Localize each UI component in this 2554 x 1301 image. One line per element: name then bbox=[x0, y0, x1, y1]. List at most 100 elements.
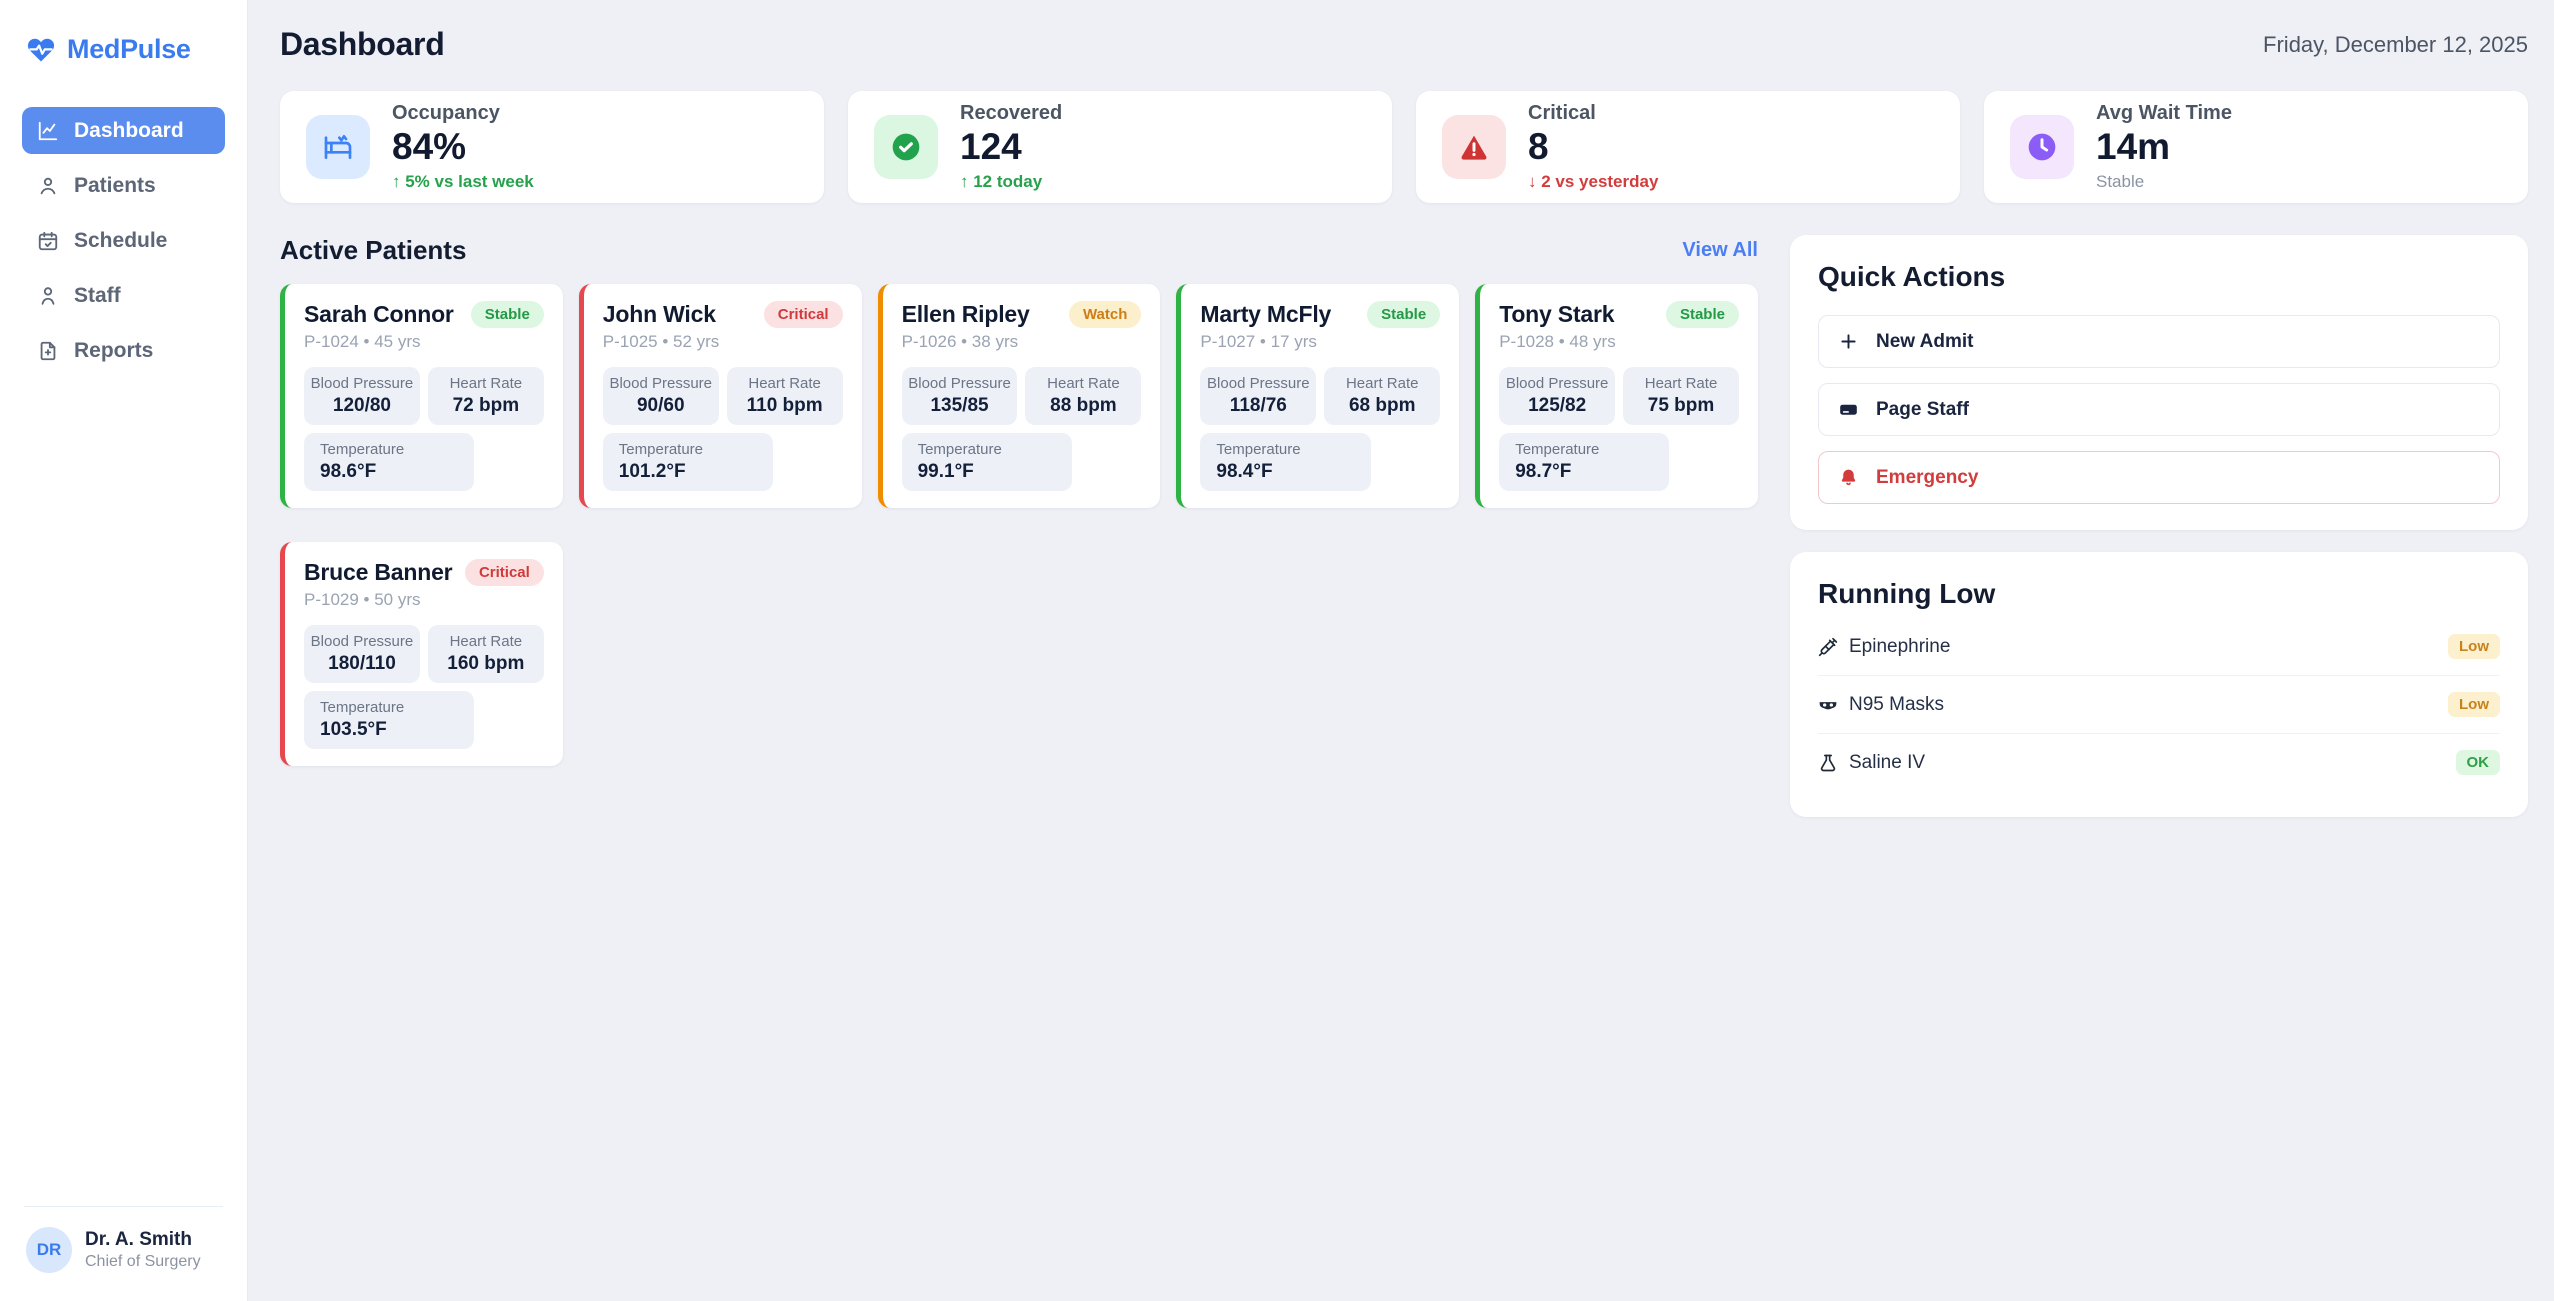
panel-title: Quick Actions bbox=[1818, 261, 2006, 292]
vital-temperature: Temperature 99.1°F bbox=[901, 433, 1072, 491]
patient-card[interactable]: Marty McFly P-1027 • 17 yrs Stable Blood… bbox=[1176, 284, 1460, 508]
patient-grid: Sarah Connor P-1024 • 45 yrs Stable Bloo… bbox=[280, 284, 1758, 766]
stat-delta: ↑ 5% vs last week bbox=[392, 171, 534, 191]
patient-card[interactable]: Tony Stark P-1028 • 48 yrs Stable Blood … bbox=[1475, 284, 1758, 508]
stat-card-recovered: Recovered 124 ↑ 12 today bbox=[848, 91, 1392, 203]
sidebar-item-label: Dashboard bbox=[74, 118, 184, 142]
alert-triangle-icon bbox=[1442, 115, 1506, 179]
pager-icon bbox=[1840, 404, 1857, 415]
vital-heart-rate: Heart Rate 72 bpm bbox=[427, 367, 544, 425]
page-title: Dashboard bbox=[280, 26, 445, 62]
patient-icon bbox=[40, 177, 56, 194]
emergency-button[interactable]: Emergency bbox=[1818, 451, 2500, 504]
stats-row: Occupancy 84% ↑ 5% vs last week Recovere… bbox=[280, 91, 2528, 203]
status-badge: Stable bbox=[1367, 301, 1441, 328]
page-staff-button[interactable]: Page Staff bbox=[1818, 383, 2500, 436]
supply-row: N95 Masks Low bbox=[1818, 675, 2500, 733]
right-column: Quick Actions New Admit bbox=[1790, 235, 2528, 817]
supply-row: Saline IV OK bbox=[1818, 733, 2500, 791]
vital-blood-pressure: Blood Pressure 90/60 bbox=[602, 367, 719, 425]
supply-name: Saline IV bbox=[1849, 751, 1926, 773]
patient-meta: P-1025 • 52 yrs bbox=[602, 332, 720, 351]
panel-title: Running Low bbox=[1818, 578, 1996, 609]
vital-blood-pressure: Blood Pressure 125/82 bbox=[1499, 367, 1616, 425]
vital-temperature: Temperature 98.6°F bbox=[304, 433, 475, 491]
main-content: Dashboard Friday, December 12, 2025 Occu… bbox=[248, 0, 2554, 1301]
patient-meta: P-1029 • 50 yrs bbox=[304, 590, 421, 609]
stat-label: Occupancy bbox=[392, 102, 500, 125]
active-patients-section: Active Patients View All Sarah Connor P-… bbox=[280, 235, 1758, 817]
patient-card[interactable]: Bruce Banner P-1029 • 50 yrs Critical Bl… bbox=[280, 542, 563, 766]
vital-heart-rate: Heart Rate 75 bpm bbox=[1623, 367, 1739, 425]
patient-meta: P-1026 • 38 yrs bbox=[901, 332, 1019, 351]
stat-card-critical: Critical 8 ↓ 2 vs yesterday bbox=[1416, 91, 1960, 203]
patient-name: Ellen Ripley bbox=[901, 301, 1030, 327]
mask-icon bbox=[1819, 701, 1837, 709]
sidebar: MedPulse Dashboard Patients Schedule bbox=[0, 0, 248, 1301]
supply-name: Epinephrine bbox=[1849, 635, 1951, 657]
vital-temperature: Temperature 103.5°F bbox=[304, 691, 475, 749]
stat-card-wait-time: Avg Wait Time 14m Stable bbox=[1984, 91, 2528, 203]
vital-heart-rate: Heart Rate 110 bpm bbox=[726, 367, 843, 425]
vital-blood-pressure: Blood Pressure 180/110 bbox=[304, 625, 420, 683]
vital-blood-pressure: Blood Pressure 118/76 bbox=[1200, 367, 1317, 425]
patient-meta: P-1028 • 48 yrs bbox=[1499, 332, 1616, 351]
patient-card[interactable]: Sarah Connor P-1024 • 45 yrs Stable Bloo… bbox=[280, 284, 563, 508]
vital-blood-pressure: Blood Pressure 135/85 bbox=[901, 367, 1018, 425]
vital-heart-rate: Heart Rate 160 bpm bbox=[427, 625, 544, 683]
sidebar-item-label: Patients bbox=[74, 173, 156, 197]
bell-icon bbox=[1841, 469, 1856, 486]
sidebar-item-label: Reports bbox=[74, 338, 154, 362]
supply-status-badge: OK bbox=[2455, 750, 2500, 775]
clock-icon bbox=[2010, 115, 2074, 179]
status-badge: Stable bbox=[1665, 301, 1739, 328]
supply-status-badge: Low bbox=[2448, 692, 2500, 717]
sidebar-nav: Dashboard Patients Schedule Staff bbox=[0, 107, 247, 374]
stat-delta: ↓ 2 vs yesterday bbox=[1528, 171, 1659, 191]
patient-card[interactable]: Ellen Ripley P-1026 • 38 yrs Watch Blood… bbox=[877, 284, 1161, 508]
supply-status-badge: Low bbox=[2448, 634, 2500, 659]
patient-name: Marty McFly bbox=[1200, 301, 1332, 327]
stat-value: 84% bbox=[392, 126, 467, 168]
stat-label: Critical bbox=[1528, 102, 1596, 125]
current-date: Friday, December 12, 2025 bbox=[2263, 32, 2528, 57]
supply-row: Epinephrine Low bbox=[1818, 618, 2500, 675]
patient-name: Bruce Banner bbox=[304, 559, 453, 585]
supply-name: N95 Masks bbox=[1849, 693, 1945, 715]
stat-card-occupancy: Occupancy 84% ↑ 5% vs last week bbox=[280, 91, 824, 203]
syringe-icon bbox=[1818, 637, 1838, 656]
sidebar-item-label: Schedule bbox=[74, 228, 168, 252]
user-profile[interactable]: DR Dr. A. Smith Chief of Surgery bbox=[24, 1206, 223, 1301]
sidebar-item-staff[interactable]: Staff bbox=[22, 272, 225, 319]
plus-icon bbox=[1841, 334, 1856, 349]
check-circle-icon bbox=[874, 115, 938, 179]
line-chart-icon bbox=[38, 121, 58, 140]
bed-icon bbox=[306, 115, 370, 179]
flask-icon bbox=[1820, 754, 1836, 771]
status-badge: Critical bbox=[464, 559, 544, 586]
stat-label: Avg Wait Time bbox=[2096, 102, 2232, 125]
status-badge: Watch bbox=[1068, 301, 1142, 328]
sidebar-item-dashboard[interactable]: Dashboard bbox=[22, 107, 225, 154]
patient-meta: P-1024 • 45 yrs bbox=[304, 332, 421, 351]
topbar: Dashboard Friday, December 12, 2025 bbox=[280, 26, 2528, 63]
view-all-link[interactable]: View All bbox=[1682, 239, 1758, 261]
vital-blood-pressure: Blood Pressure 120/80 bbox=[304, 367, 420, 425]
status-badge: Stable bbox=[470, 301, 544, 328]
brand-logo: MedPulse bbox=[0, 30, 247, 107]
patient-name: Sarah Connor bbox=[304, 301, 454, 327]
patient-card[interactable]: John Wick P-1025 • 52 yrs Critical Blood… bbox=[578, 284, 862, 508]
calendar-check-icon bbox=[38, 231, 58, 250]
user-name: Dr. A. Smith bbox=[85, 1229, 192, 1250]
stat-delta: ↑ 12 today bbox=[960, 171, 1043, 191]
new-admit-button[interactable]: New Admit bbox=[1818, 315, 2500, 368]
sidebar-item-patients[interactable]: Patients bbox=[22, 162, 225, 209]
staff-icon bbox=[41, 286, 55, 305]
sidebar-item-reports[interactable]: Reports bbox=[22, 327, 225, 374]
vital-temperature: Temperature 98.7°F bbox=[1499, 433, 1670, 491]
stat-delta: Stable bbox=[2096, 171, 2145, 191]
avatar: DR bbox=[26, 1227, 72, 1273]
sidebar-item-schedule[interactable]: Schedule bbox=[22, 217, 225, 264]
patient-meta: P-1027 • 17 yrs bbox=[1200, 332, 1317, 351]
